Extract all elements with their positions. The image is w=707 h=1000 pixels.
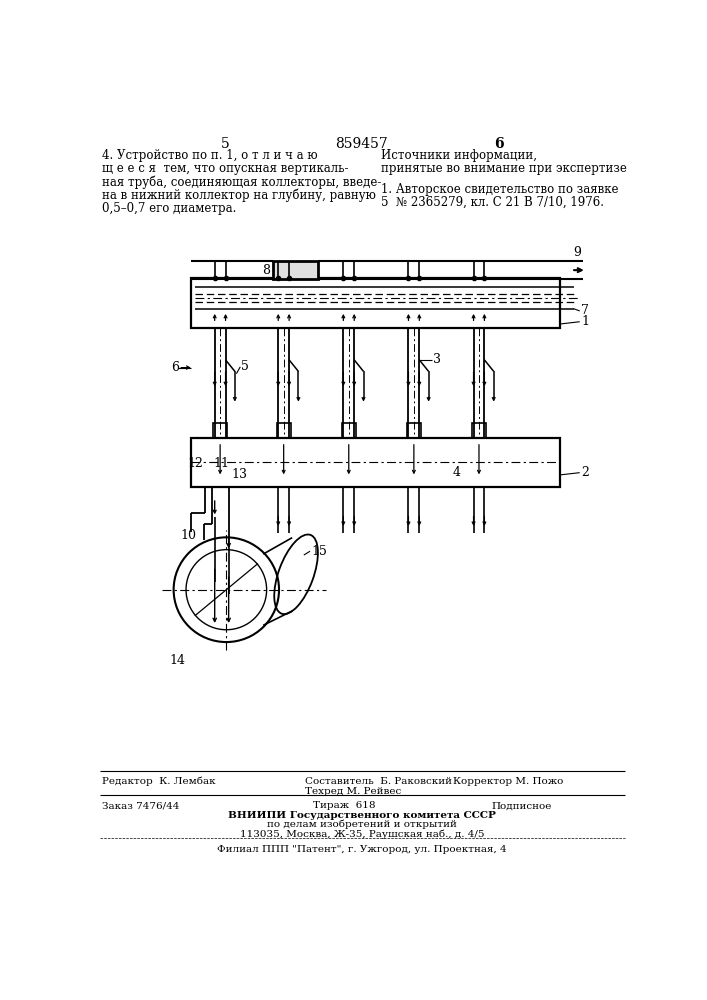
Text: 2: 2 [581, 466, 589, 479]
Text: принятые во внимание при экспертизе: принятые во внимание при экспертизе [381, 162, 627, 175]
Text: 12: 12 [187, 457, 203, 470]
Text: 1: 1 [581, 315, 589, 328]
Text: 4: 4 [452, 466, 461, 479]
Text: 4. Устройство по п. 1, о т л и ч а ю: 4. Устройство по п. 1, о т л и ч а ю [103, 149, 318, 162]
Text: 0,5–0,7 его диаметра.: 0,5–0,7 его диаметра. [103, 202, 237, 215]
Bar [192, 278, 559, 328]
Text: Редактор  К. Лембак: Редактор К. Лембак [103, 777, 216, 786]
Text: 15: 15 [312, 545, 327, 558]
Bar [276, 423, 291, 438]
Text: Заказ 7476/44: Заказ 7476/44 [103, 801, 180, 810]
Text: 3: 3 [433, 353, 441, 366]
Text: 859457: 859457 [336, 137, 388, 151]
Bar [213, 423, 227, 438]
Text: 6: 6 [171, 361, 180, 374]
Text: ВНИИПИ Государственного комитета СССР: ВНИИПИ Государственного комитета СССР [228, 811, 496, 820]
Text: 7: 7 [581, 304, 589, 317]
Text: 9: 9 [573, 246, 581, 259]
Bar [192, 438, 559, 487]
Text: 5  № 2365279, кл. С 21 В 7/10, 1976.: 5 № 2365279, кл. С 21 В 7/10, 1976. [381, 196, 604, 209]
Text: 14: 14 [170, 654, 185, 667]
Bar [273, 261, 317, 279]
Text: Тираж  618: Тираж 618 [313, 801, 375, 810]
Text: 113035, Москва, Ж-35, Раушская наб., д. 4/5: 113035, Москва, Ж-35, Раушская наб., д. … [240, 829, 484, 839]
Text: 5: 5 [241, 360, 249, 373]
Bar [341, 423, 356, 438]
Text: 11: 11 [213, 457, 229, 470]
Text: Филиал ППП "Патент", г. Ужгород, ул. Проектная, 4: Филиал ППП "Патент", г. Ужгород, ул. Про… [217, 845, 507, 854]
Text: на в нижний коллектор на глубину, равную: на в нижний коллектор на глубину, равную [103, 189, 376, 202]
Text: 1. Авторское свидетельство по заявке: 1. Авторское свидетельство по заявке [381, 183, 619, 196]
Text: 6: 6 [494, 137, 504, 151]
Text: Подписное: Подписное [491, 801, 551, 810]
Text: Корректор М. Пожо: Корректор М. Пожо [452, 777, 563, 786]
Text: 10: 10 [180, 529, 197, 542]
Text: Составитель  Б. Раковский: Составитель Б. Раковский [305, 777, 452, 786]
Text: 8: 8 [262, 264, 270, 277]
Text: Источники информации,: Источники информации, [381, 149, 537, 162]
Text: по делам изобретений и открытий: по делам изобретений и открытий [267, 820, 457, 829]
Text: 13: 13 [232, 468, 247, 481]
Text: щ е е с я  тем, что опускная вертикаль-: щ е е с я тем, что опускная вертикаль- [103, 162, 349, 175]
Bar [472, 423, 486, 438]
Text: 5: 5 [221, 137, 230, 151]
Bar [407, 423, 421, 438]
Text: ная труба, соединяющая коллекторы, введе-: ная труба, соединяющая коллекторы, введе… [103, 175, 382, 189]
Text: Техред М. Рейвес: Техред М. Рейвес [305, 787, 402, 796]
